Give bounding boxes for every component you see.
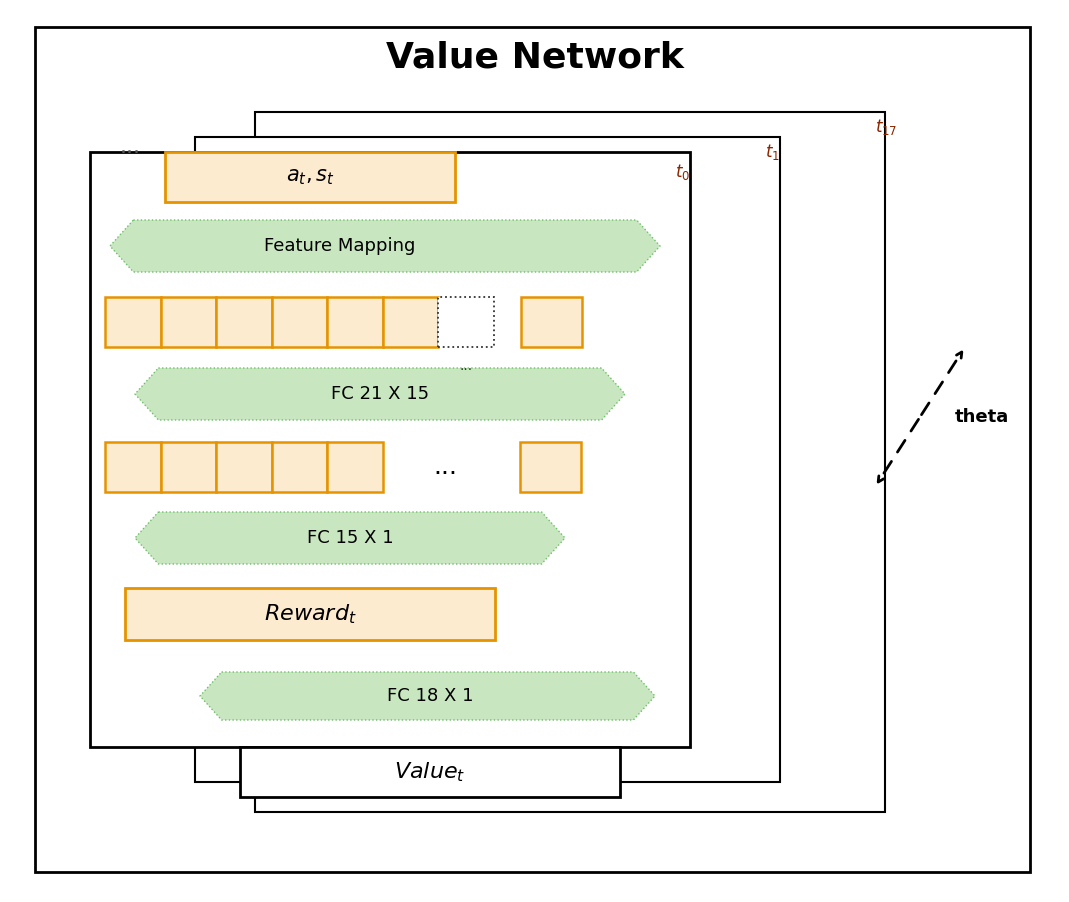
FancyBboxPatch shape: [165, 152, 455, 202]
FancyBboxPatch shape: [522, 297, 583, 347]
FancyBboxPatch shape: [90, 152, 690, 747]
Text: ...: ...: [120, 137, 140, 157]
Text: $t_{1}$: $t_{1}$: [765, 142, 780, 162]
FancyBboxPatch shape: [438, 297, 494, 347]
FancyBboxPatch shape: [272, 442, 327, 492]
Polygon shape: [135, 512, 566, 564]
Polygon shape: [200, 672, 655, 720]
FancyBboxPatch shape: [105, 297, 160, 347]
Text: FC 21 X 15: FC 21 X 15: [331, 385, 429, 403]
FancyBboxPatch shape: [520, 442, 582, 492]
Text: theta: theta: [955, 408, 1009, 426]
Text: FC 15 X 1: FC 15 X 1: [307, 529, 393, 547]
FancyBboxPatch shape: [216, 297, 272, 347]
FancyBboxPatch shape: [160, 297, 216, 347]
Text: $Value_t$: $Value_t$: [394, 760, 466, 784]
FancyBboxPatch shape: [105, 442, 160, 492]
Text: Feature Mapping: Feature Mapping: [264, 237, 416, 255]
Text: ...: ...: [460, 359, 472, 373]
FancyBboxPatch shape: [216, 442, 272, 492]
Text: ...: ...: [433, 455, 458, 479]
Polygon shape: [135, 368, 625, 420]
FancyBboxPatch shape: [160, 442, 216, 492]
Text: $t_{0}$: $t_{0}$: [675, 162, 691, 182]
FancyBboxPatch shape: [255, 112, 885, 812]
Text: $Reward_t$: $Reward_t$: [264, 603, 356, 626]
FancyBboxPatch shape: [383, 297, 438, 347]
Text: FC 18 X 1: FC 18 X 1: [387, 687, 474, 705]
FancyBboxPatch shape: [327, 297, 383, 347]
FancyBboxPatch shape: [272, 297, 327, 347]
FancyBboxPatch shape: [241, 747, 620, 797]
Polygon shape: [110, 220, 660, 272]
FancyBboxPatch shape: [327, 442, 383, 492]
Text: $t_{17}$: $t_{17}$: [876, 117, 897, 137]
Text: Value Network: Value Network: [386, 40, 684, 74]
FancyBboxPatch shape: [35, 27, 1031, 872]
FancyBboxPatch shape: [125, 588, 495, 640]
Text: $a_t, s_t$: $a_t, s_t$: [285, 167, 335, 187]
FancyBboxPatch shape: [195, 137, 780, 782]
